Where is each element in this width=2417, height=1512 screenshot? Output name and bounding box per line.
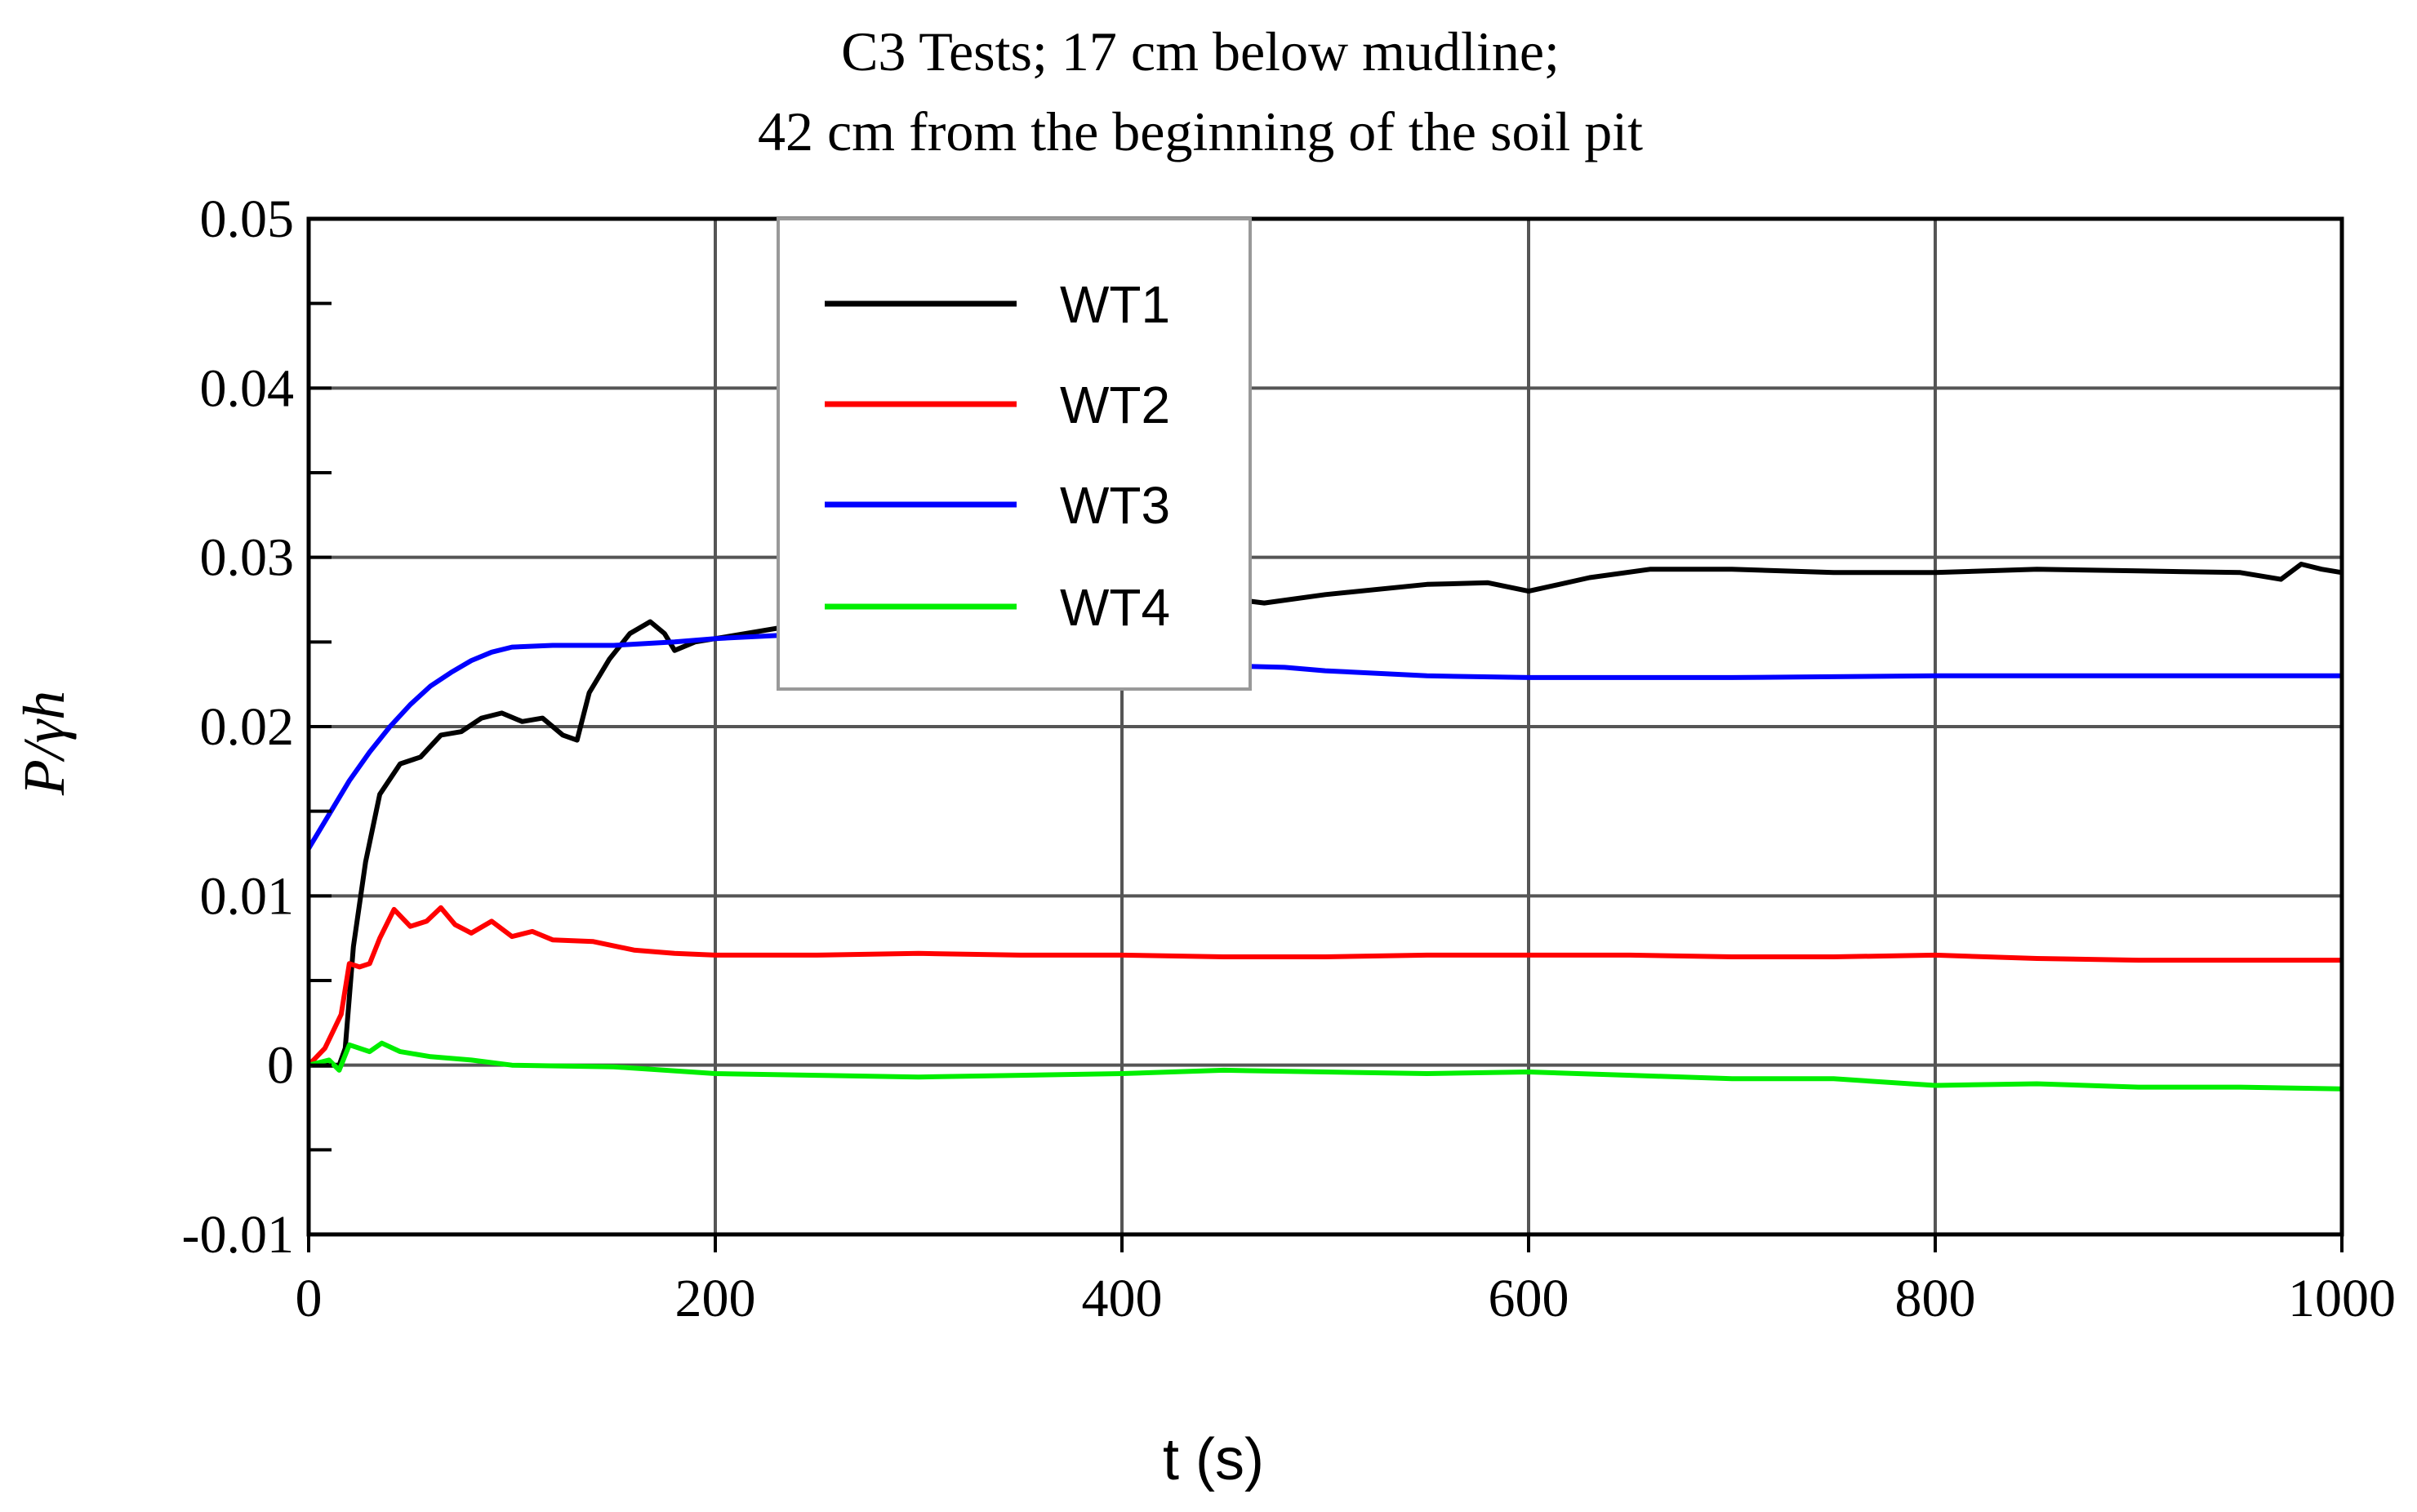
x-tick-label: 200 [675, 1269, 756, 1328]
series-line-wt2 [306, 905, 2342, 1067]
legend-label-wt4: WT4 [1060, 578, 1170, 637]
series-line-wt1 [309, 562, 2343, 1068]
legend-label-wt1: WT1 [1060, 275, 1170, 334]
y-tick-label: 0 [267, 1036, 294, 1096]
legend-label-wt3: WT3 [1060, 476, 1170, 535]
legend-label-wt2: WT2 [1060, 376, 1170, 434]
y-tick-label: -0.01 [182, 1205, 294, 1265]
y-tick-label: 0.04 [200, 358, 295, 418]
series-layer [306, 562, 2343, 1092]
legend: WT1 WT2 WT3 WT4 [777, 217, 1252, 691]
x-axis-label: t (s) [1163, 1427, 1264, 1492]
legend-box [777, 217, 1252, 691]
series-line-wt4 [308, 1040, 2343, 1092]
x-tick-label: 800 [1895, 1269, 1976, 1328]
x-tick-label: 600 [1489, 1269, 1569, 1328]
y-tick-label: 0.02 [200, 697, 295, 757]
y-axis-label: P/γh [11, 691, 77, 796]
tick-layer: 0 200 400 600 800 1000-0.0100.010.020.030.040… [182, 189, 2396, 1328]
x-tick-label: 400 [1082, 1269, 1163, 1328]
x-tick-label: 0 [296, 1269, 323, 1328]
y-tick-label: 0.03 [200, 528, 295, 588]
y-tick-label: 0.01 [200, 866, 295, 926]
chart-title: C3 Tests; 17 cm below mudline; [841, 20, 1560, 82]
y-tick-label: 0.05 [200, 189, 295, 249]
chart-subtitle: 42 cm from the beginning of the soil pit [758, 100, 1643, 162]
x-tick-label: 1000 [2288, 1269, 2396, 1328]
series-line-wt3 [306, 631, 2342, 850]
chart-title-group: C3 Tests; 17 cm below mudline; 42 cm fro… [758, 20, 1643, 162]
